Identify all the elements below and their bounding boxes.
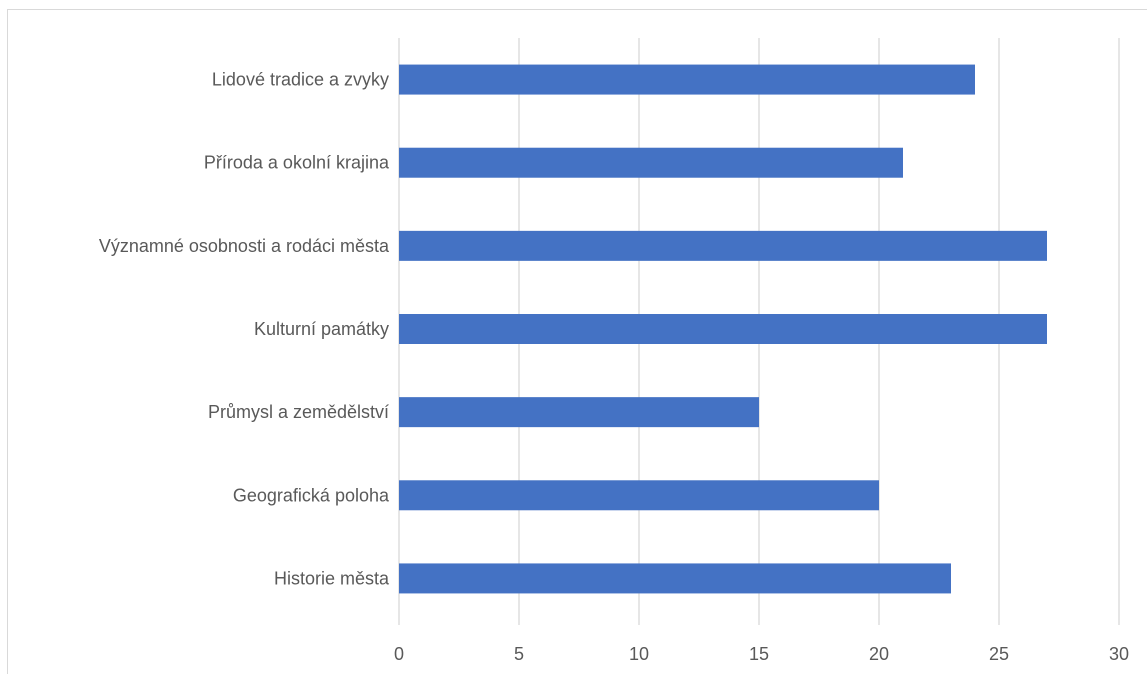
x-tick-label-30: 30 [1109,644,1129,664]
category-label-6: Geografická poloha [233,485,390,505]
bar-3 [399,230,1047,261]
x-tick-label-5: 5 [514,644,524,664]
bar-7 [399,563,951,594]
bar-6 [399,480,879,511]
category-label-7: Historie města [274,568,390,588]
bar-2 [399,147,903,178]
category-label-1: Lidové tradice a zvyky [212,70,389,90]
category-label-5: Průmysl a zemědělství [208,402,389,422]
category-label-3: Významné osobnosti a rodáci města [99,236,390,256]
category-label-4: Kulturní památky [254,319,389,339]
category-label-2: Příroda a okolní krajina [204,153,390,173]
x-tick-label-25: 25 [989,644,1009,664]
bar-1 [399,64,975,95]
x-tick-label-15: 15 [749,644,769,664]
x-tick-label-0: 0 [394,644,404,664]
x-tick-label-20: 20 [869,644,889,664]
x-tick-label-10: 10 [629,644,649,664]
bar-5 [399,397,759,428]
bar-4 [399,314,1047,344]
